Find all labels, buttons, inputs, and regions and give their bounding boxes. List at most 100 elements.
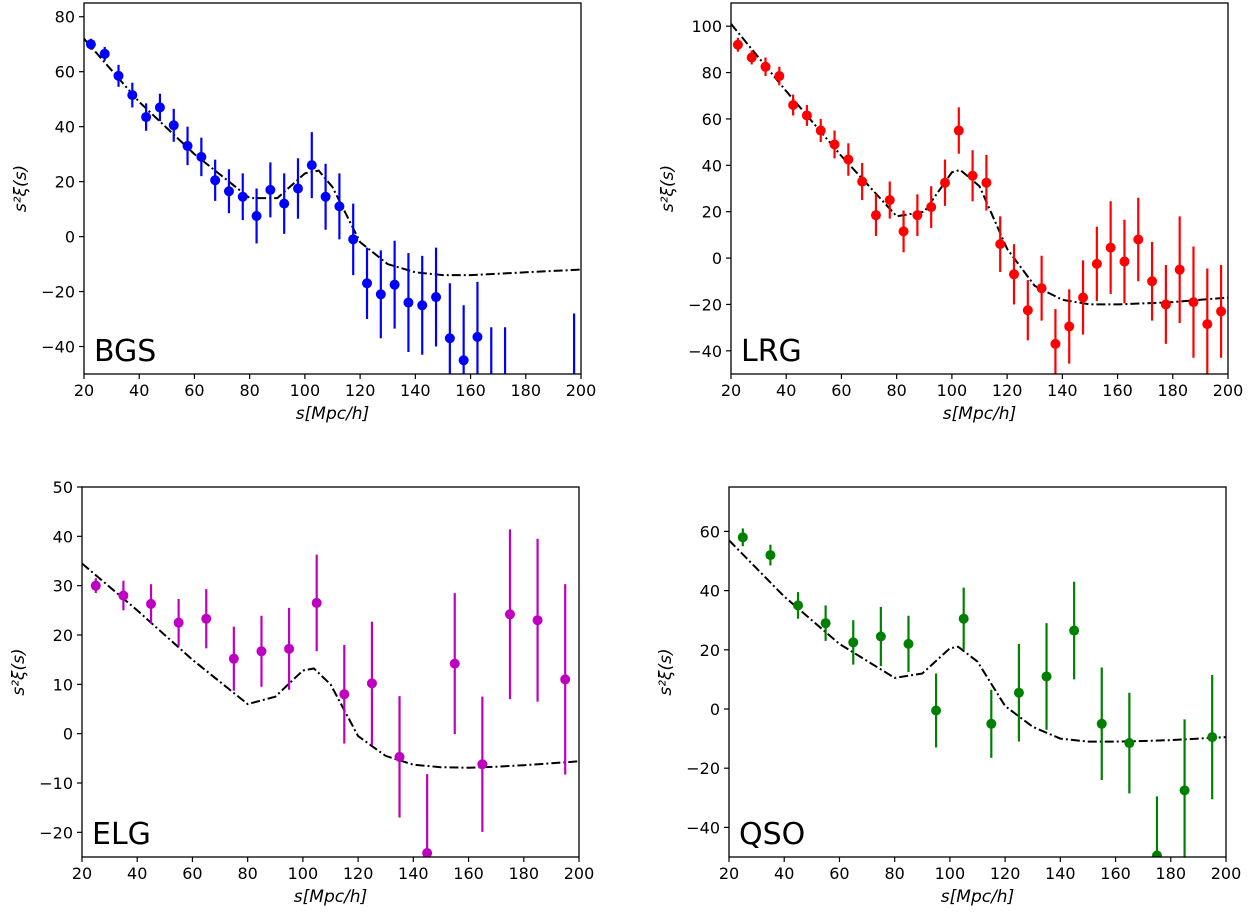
- y-tick-label: 20: [702, 203, 722, 222]
- data-point: [986, 718, 997, 729]
- data-point: [898, 226, 909, 237]
- y-tick-label: 20: [700, 641, 720, 660]
- x-tick-label: 60: [184, 381, 204, 400]
- plot-area: [731, 23, 1228, 374]
- x-tick-label: 180: [511, 381, 542, 400]
- y-tick-label: 20: [53, 626, 73, 645]
- data-point: [1050, 338, 1061, 349]
- data-point: [196, 151, 207, 162]
- x-tick-label: 180: [1158, 381, 1189, 400]
- panel-label: ELG: [92, 817, 151, 852]
- data-point: [279, 198, 290, 209]
- x-axis-label: s[Mpc/h]: [943, 404, 1016, 424]
- y-tick-label: −20: [686, 759, 720, 778]
- x-tick-label: 120: [992, 381, 1023, 400]
- chart-panel-qso: 20 40 60 80 100 120 140 160 180 200 −40 −20 0 20 40 60 s…: [656, 486, 1242, 907]
- x-tick-label: 60: [182, 864, 202, 883]
- data-point: [1188, 297, 1199, 308]
- data-point: [99, 48, 110, 59]
- data-point: [1119, 256, 1130, 267]
- y-axis-label: s²ξ(s): [11, 165, 31, 212]
- plot-area: [729, 528, 1226, 857]
- data-point: [1147, 276, 1158, 287]
- data-point: [403, 297, 414, 308]
- x-tick-label: 200: [566, 381, 597, 400]
- data-point: [1174, 264, 1185, 275]
- data-point: [292, 183, 303, 194]
- x-tick-label: 180: [509, 864, 540, 883]
- x-tick-label: 200: [1211, 864, 1242, 883]
- data-point: [995, 239, 1006, 250]
- x-tick-label: 20: [72, 864, 92, 883]
- y-tick-label: 0: [63, 725, 73, 744]
- data-point: [1133, 234, 1144, 245]
- x-tick-label: 140: [1045, 864, 1076, 883]
- data-point: [801, 110, 812, 121]
- data-point: [284, 643, 295, 654]
- data-point: [500, 396, 510, 406]
- panel-label: QSO: [739, 817, 805, 852]
- x-tick-label: 160: [455, 381, 486, 400]
- y-axis-label: s²ξ(s): [9, 648, 29, 695]
- data-point: [334, 201, 345, 212]
- y-tick-label: −40: [686, 818, 720, 837]
- data-point: [1064, 321, 1075, 332]
- x-tick-label: 80: [886, 381, 906, 400]
- x-tick-label: 100: [290, 381, 321, 400]
- y-tick-label: 50: [53, 478, 73, 497]
- data-point: [732, 39, 743, 50]
- y-tick-label: −40: [688, 342, 722, 361]
- x-tick-label: 200: [564, 864, 595, 883]
- y-tick-label: 80: [702, 64, 722, 83]
- data-point: [820, 618, 831, 629]
- data-point: [1202, 319, 1213, 330]
- data-point: [1124, 738, 1135, 749]
- y-tick-label: 100: [691, 17, 722, 36]
- data-point: [168, 120, 179, 131]
- data-point: [127, 90, 138, 101]
- data-point: [1036, 283, 1047, 294]
- data-point: [458, 355, 469, 366]
- plot-frame: [81, 486, 580, 858]
- y-tick-label: 60: [55, 63, 75, 82]
- x-tick-label: 120: [343, 864, 374, 883]
- data-point: [843, 154, 854, 165]
- data-point: [967, 170, 978, 181]
- x-tick-label: 40: [127, 864, 147, 883]
- x-tick-label: 180: [1156, 864, 1187, 883]
- x-tick-label: 100: [935, 864, 966, 883]
- data-point: [1009, 269, 1020, 280]
- data-point: [926, 202, 937, 213]
- x-tick-label: 20: [721, 381, 741, 400]
- data-point: [444, 333, 455, 344]
- data-point: [118, 590, 129, 601]
- data-point: [1069, 625, 1080, 636]
- data-point: [472, 331, 483, 342]
- x-tick-label: 60: [829, 864, 849, 883]
- data-point: [848, 637, 859, 648]
- data-point: [737, 532, 748, 543]
- x-tick-label: 140: [1047, 381, 1078, 400]
- x-tick-label: 60: [831, 381, 851, 400]
- chart-panel-bgs: 20 40 60 80 100 120 140 160 180 200 −40 −20 0 20 40 60 8…: [11, 2, 597, 424]
- data-point: [774, 71, 785, 82]
- plot-area: [82, 529, 579, 857]
- y-tick-label: 0: [65, 228, 75, 247]
- data-point: [311, 597, 322, 608]
- data-point: [765, 550, 776, 561]
- plot-area: [84, 38, 581, 406]
- data-point: [1013, 687, 1024, 698]
- y-tick-label: 60: [702, 110, 722, 129]
- data-point: [237, 191, 248, 202]
- y-tick-label: 10: [53, 675, 73, 694]
- data-point: [449, 658, 460, 669]
- data-point: [394, 751, 405, 762]
- model-curve: [84, 38, 581, 277]
- data-point: [1105, 242, 1116, 253]
- data-point: [912, 210, 923, 221]
- y-tick-label: 40: [53, 527, 73, 546]
- data-point: [1151, 850, 1162, 857]
- data-point: [486, 396, 496, 406]
- data-point: [146, 598, 157, 609]
